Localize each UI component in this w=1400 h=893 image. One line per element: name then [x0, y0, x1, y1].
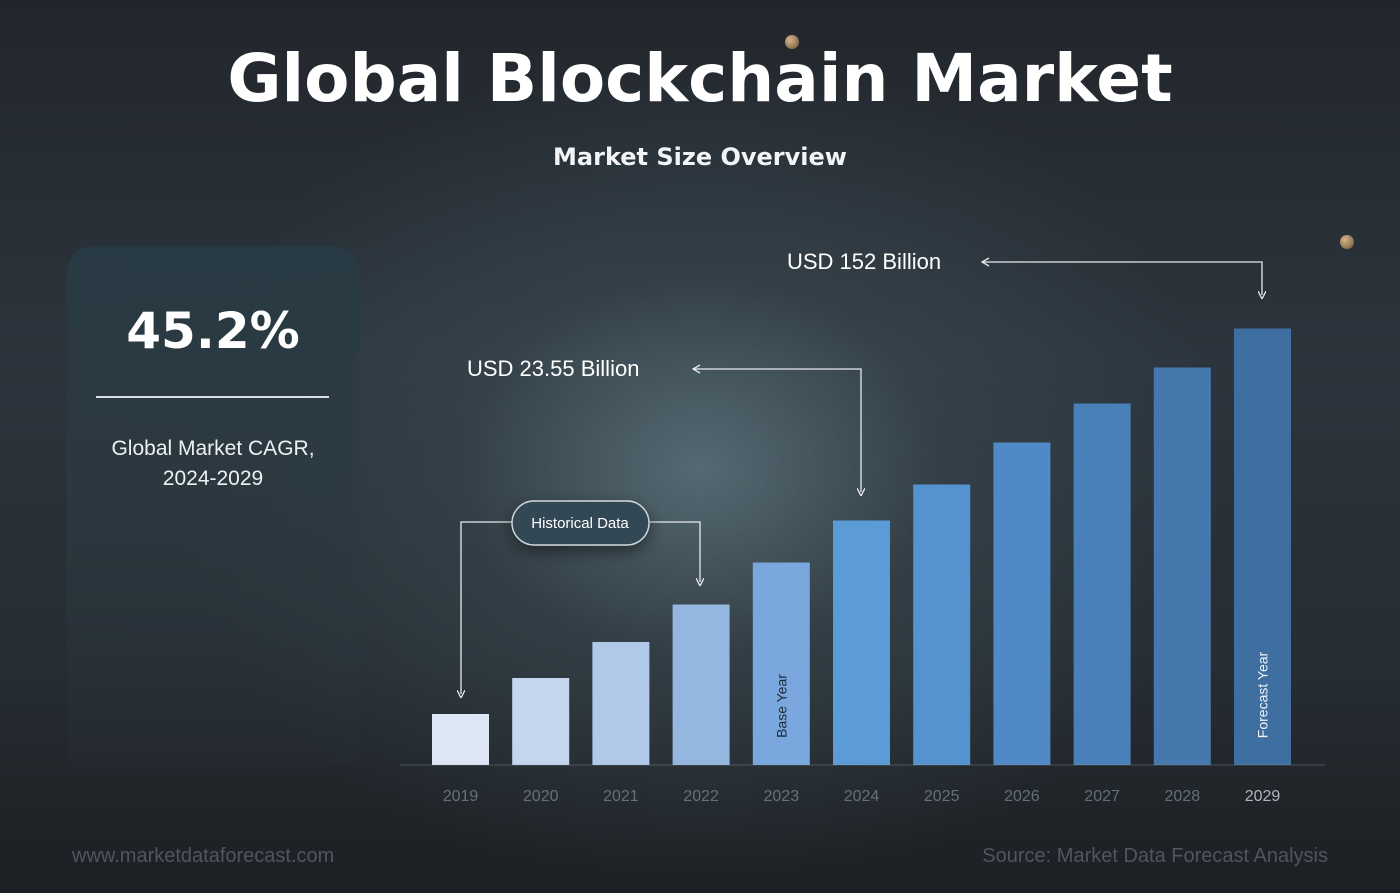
bar-2025 — [913, 484, 971, 765]
chart-subtitle: Market Size Overview — [553, 143, 847, 171]
historical-bracket-left — [461, 521, 513, 694]
x-tick-label-2025: 2025 — [924, 788, 960, 805]
footer-website: www.marketdataforecast.com — [72, 845, 335, 867]
bar-2023 — [752, 562, 810, 765]
forecast-year-label: Forecast Year — [1255, 651, 1271, 738]
callout-2029-connector — [983, 261, 1262, 295]
x-tick-label-2026: 2026 — [1004, 788, 1040, 805]
x-tick-label-2029: 2029 — [1245, 788, 1281, 805]
footer-source: Source: Market Data Forecast Analysis — [982, 845, 1328, 867]
callout-2024-arrowhead — [691, 364, 701, 374]
cagr-divider — [96, 396, 329, 398]
bar-2021 — [592, 642, 650, 765]
historical-bracket-right — [648, 521, 700, 582]
historical-data-label: Historical Data — [531, 515, 629, 532]
x-tick-label-2021: 2021 — [603, 788, 639, 805]
x-tick-label-2028: 2028 — [1165, 788, 1201, 805]
x-tick-label-2019: 2019 — [443, 788, 479, 805]
bar-2019 — [432, 714, 489, 765]
bars-layer — [432, 328, 1291, 765]
bar-2027 — [1073, 403, 1131, 765]
cagr-card: 45.2% Global Market CAGR, 2024-2029 — [67, 246, 359, 766]
cagr-label-line2: 2024-2029 — [162, 467, 264, 490]
x-tick-label-2023: 2023 — [764, 788, 800, 805]
bar-2028 — [1153, 367, 1211, 765]
x-tick-label-2022: 2022 — [683, 788, 719, 805]
historical-data-pill: Historical Data — [511, 500, 650, 546]
bar-2026 — [993, 442, 1051, 765]
x-tick-label-2020: 2020 — [523, 788, 559, 805]
callout-2029-value: USD 152 Billion — [787, 249, 941, 274]
callout-2024-value: USD 23.55 Billion — [467, 356, 639, 381]
decorative-orb-top — [785, 35, 799, 49]
bar-2022 — [672, 604, 730, 765]
callout-2029-arrowhead — [980, 257, 990, 267]
cagr-label-line1: Global Market CAGR, — [111, 437, 315, 460]
bar-2029 — [1234, 328, 1291, 765]
cagr-label: Global Market CAGR, 2024-2029 — [67, 434, 359, 494]
x-tick-label-2027: 2027 — [1084, 788, 1120, 805]
bar-2024 — [833, 520, 890, 765]
decorative-orb-right — [1340, 235, 1354, 249]
callout-2024-connector — [694, 368, 861, 492]
x-tick-labels: 2019 2020 2021 2022 2023 2024 2025 2026 2027 2028… — [443, 788, 1281, 805]
chart-title: Global Blockchain Market — [227, 40, 1173, 117]
cagr-value: 45.2% — [126, 302, 300, 360]
x-tick-label-2024: 2024 — [844, 788, 880, 805]
bar-2020 — [512, 678, 570, 765]
base-year-label: Base Year — [773, 674, 789, 738]
